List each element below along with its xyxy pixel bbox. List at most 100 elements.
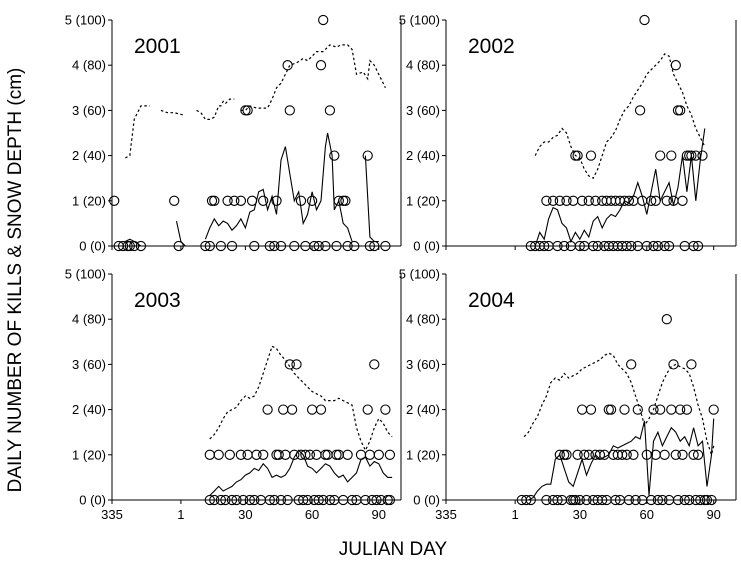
daily-kill-point [661, 195, 672, 206]
daily-kill-point [641, 240, 652, 252]
daily-kill-point [668, 359, 679, 370]
kill-rate-line [524, 418, 715, 501]
x-tick-label: 1 [177, 507, 184, 522]
daily-kill-point [525, 494, 536, 506]
daily-kill-point [320, 449, 331, 460]
daily-kill-point [222, 195, 233, 206]
daily-kill-point [213, 449, 224, 460]
daily-kill-point [672, 105, 684, 116]
daily-kill-point [318, 14, 329, 26]
daily-kill-point [235, 195, 247, 206]
daily-kill-point [249, 494, 260, 506]
daily-kill-point [275, 494, 287, 506]
daily-kill-point [547, 195, 559, 206]
daily-kill-point [229, 195, 240, 206]
daily-kill-point [373, 449, 384, 460]
panel-year-label: 2001 [134, 35, 181, 58]
daily-kill-point [220, 494, 231, 506]
daily-kill-point [663, 240, 675, 252]
daily-kill-point [324, 494, 336, 506]
daily-kill-point [206, 195, 218, 206]
daily-kill-point [384, 449, 396, 460]
daily-kill-point [238, 494, 249, 506]
daily-kill-point [659, 449, 670, 460]
daily-kill-point [579, 449, 590, 460]
daily-kill-point [648, 240, 659, 252]
daily-kill-point [621, 449, 632, 460]
y-tick-label: 3 (60) [72, 357, 106, 372]
daily-kill-point [574, 240, 585, 252]
daily-kill-point [561, 195, 572, 206]
daily-kill-point [706, 494, 717, 506]
y-tick-label: 0 (0) [79, 239, 106, 254]
daily-kill-point [692, 240, 704, 252]
daily-kill-point [554, 449, 565, 460]
daily-kill-point [215, 240, 227, 252]
daily-kill-point [324, 105, 336, 116]
daily-kill-point [311, 449, 322, 460]
y-tick-label: 2 (40) [72, 402, 106, 417]
daily-kill-point [686, 150, 697, 161]
daily-kill-point [655, 150, 666, 161]
daily-kill-point [284, 105, 295, 116]
daily-kill-point [291, 359, 302, 370]
daily-kill-point [623, 195, 635, 206]
daily-kill-point [572, 150, 583, 161]
x-tick-label: 60 [305, 507, 319, 522]
daily-kill-point [657, 494, 668, 506]
daily-kill-point [670, 60, 681, 71]
daily-kill-point [369, 359, 380, 370]
kill-rate-line [534, 128, 706, 247]
x-tick-label: 335 [101, 507, 123, 522]
daily-kill-point [605, 404, 617, 415]
daily-kill-point [135, 240, 147, 252]
panels: 0 (0) 1 (20) 2 (40) 3 (60) 4 (80) 5 (100) 2001… [65, 13, 737, 522]
daily-kill-point [298, 494, 309, 506]
daily-kill-point [331, 240, 342, 252]
daily-kill-point [666, 150, 677, 161]
y-tick-label: 2 (40) [406, 402, 440, 417]
daily-kill-point [346, 494, 358, 506]
daily-kill-point [690, 150, 701, 161]
daily-kill-point [258, 195, 269, 206]
daily-kill-point [597, 494, 608, 506]
daily-kill-point [670, 449, 681, 460]
daily-kill-point [173, 240, 184, 252]
snow-depth-line [209, 345, 393, 452]
daily-kill-point [681, 404, 693, 415]
panel-2003: 0 (0) 1 (20) 2 (40) 3 (60) 4 (80) 5 (100) 335 1… [65, 267, 402, 522]
daily-kill-point [675, 105, 686, 116]
daily-kill-point [331, 449, 342, 460]
y-tick-label: 5 (100) [65, 13, 106, 28]
daily-kill-point [688, 449, 699, 460]
daily-kill-point [289, 240, 300, 252]
daily-kill-point [124, 240, 135, 252]
daily-kill-point [349, 240, 360, 252]
daily-kill-point [630, 494, 641, 506]
daily-kill-point [661, 314, 672, 325]
daily-kill-point [204, 494, 215, 506]
daily-kill-point [271, 195, 282, 206]
daily-kill-point [209, 494, 220, 506]
daily-kill-point [679, 494, 690, 506]
daily-kill-point [362, 404, 373, 415]
daily-kill-point [244, 494, 255, 506]
snow-depth-line [534, 53, 706, 180]
panel-2001: 0 (0) 1 (20) 2 (40) 3 (60) 4 (80) 5 (100) 2001 [65, 13, 402, 254]
daily-kill-point [677, 449, 688, 460]
daily-kill-point [628, 449, 639, 460]
y-tick-label: 1 (20) [72, 193, 106, 208]
daily-kill-point [623, 494, 635, 506]
daily-kill-point [588, 240, 599, 252]
daily-kill-point [258, 449, 269, 460]
y-tick-label: 2 (40) [72, 148, 106, 163]
y-tick-label: 3 (60) [72, 103, 106, 118]
daily-kill-point [572, 449, 583, 460]
daily-kill-point [215, 494, 227, 506]
snow-depth-line [523, 352, 715, 457]
daily-kill-point [313, 240, 324, 252]
daily-kill-point [289, 449, 300, 460]
daily-kill-point [659, 240, 670, 252]
daily-kill-point [380, 404, 391, 415]
